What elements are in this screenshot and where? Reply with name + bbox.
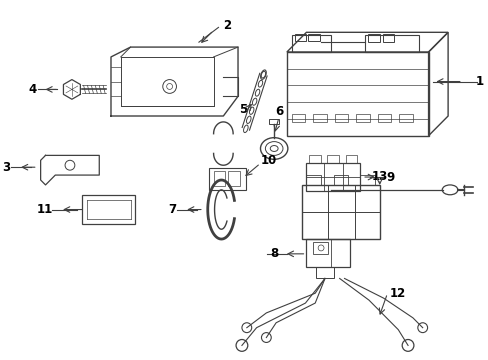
Text: 12: 12 [388, 287, 405, 300]
Text: 7: 7 [168, 203, 176, 216]
Bar [306, 175, 321, 185]
Bar [377, 114, 390, 122]
Text: 11: 11 [36, 203, 53, 216]
Bar [316, 267, 333, 278]
Bar [326, 156, 338, 163]
Bar [313, 242, 327, 254]
Bar [334, 114, 348, 122]
Text: 2: 2 [223, 19, 231, 32]
Text: 10: 10 [260, 154, 276, 167]
Bar [367, 34, 379, 42]
Text: 6: 6 [274, 105, 283, 118]
Bar [365, 35, 418, 52]
Bar [81, 195, 135, 224]
Text: 9: 9 [386, 171, 394, 184]
Bar [309, 156, 321, 163]
Bar [301, 185, 379, 239]
Bar [308, 34, 320, 41]
Bar [356, 114, 369, 122]
Text: 5: 5 [238, 103, 246, 116]
Bar [398, 114, 412, 122]
Bar [291, 35, 330, 52]
Bar [213, 171, 225, 186]
Bar [306, 163, 360, 191]
Bar [294, 34, 306, 41]
Text: 4: 4 [29, 83, 37, 96]
Bar [306, 239, 350, 267]
Text: 3: 3 [2, 161, 10, 174]
Text: 13: 13 [371, 170, 387, 183]
Bar [345, 156, 357, 163]
Bar [208, 168, 245, 190]
Text: 8: 8 [269, 247, 278, 260]
Text: 1: 1 [474, 75, 483, 88]
Bar [333, 175, 348, 185]
Bar [382, 34, 393, 42]
Bar [360, 175, 374, 185]
Bar [269, 119, 279, 124]
Bar [228, 171, 240, 186]
Bar [313, 114, 326, 122]
Bar [291, 114, 305, 122]
